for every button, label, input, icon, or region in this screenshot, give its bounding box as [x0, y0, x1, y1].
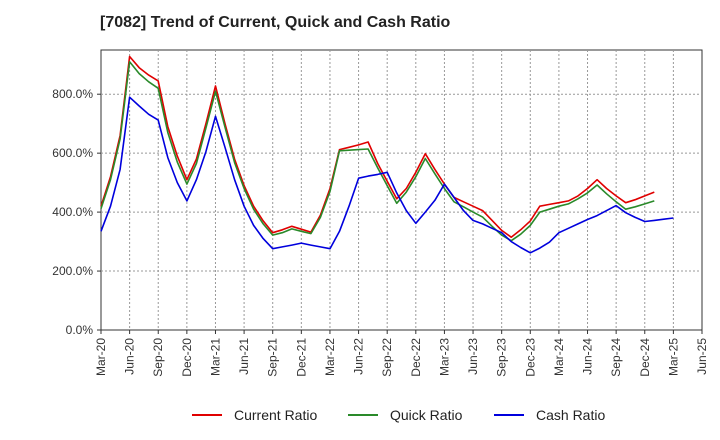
- x-tick-label: Sep-23: [495, 338, 509, 377]
- x-axis: Mar-20 Jun-20 Sep-20 Dec-20 Mar-21 Jun-21 Sep-…: [94, 330, 709, 377]
- x-tick-label: Jun-21: [237, 338, 251, 375]
- y-axis: 0.0% 200.0% 400.0% 600.0% 800.0%: [52, 87, 101, 337]
- x-tick-label: Sep-22: [380, 338, 394, 377]
- x-tick-label: Jun-20: [123, 338, 137, 375]
- x-tick-label: Jun-23: [466, 338, 480, 375]
- x-tick-label: Mar-25: [666, 338, 680, 376]
- x-tick-label: Mar-24: [552, 338, 566, 376]
- series-line-quick-ratio: [100, 60, 655, 242]
- x-tick-label: Dec-23: [523, 338, 537, 377]
- legend: Current Ratio Quick Ratio Cash Ratio: [192, 407, 605, 423]
- x-tick-label: Sep-24: [609, 338, 623, 377]
- chart-title: [7082] Trend of Current, Quick and Cash …: [100, 14, 451, 31]
- grid-lines: [101, 50, 702, 330]
- x-tick-label: Sep-21: [266, 338, 280, 377]
- x-tick-label: Dec-22: [409, 338, 423, 377]
- x-tick-label: Dec-20: [180, 338, 194, 377]
- x-tick-label: Sep-20: [151, 338, 165, 377]
- y-tick-label: 400.0%: [52, 205, 93, 219]
- legend-label: Cash Ratio: [536, 407, 605, 423]
- series-line-cash-ratio: [100, 96, 674, 254]
- x-tick-label: Jun-25: [695, 338, 709, 375]
- x-tick-label: Dec-21: [294, 338, 308, 377]
- legend-label: Quick Ratio: [390, 407, 463, 423]
- legend-label: Current Ratio: [234, 407, 317, 423]
- x-tick-label: Mar-23: [437, 338, 451, 376]
- series-lines: [100, 55, 674, 254]
- plot-area: [100, 49, 703, 331]
- y-tick-label: 0.0%: [66, 323, 94, 337]
- x-tick-label: Mar-21: [208, 338, 222, 376]
- x-tick-label: Mar-22: [323, 338, 337, 376]
- y-tick-label: 600.0%: [52, 146, 93, 160]
- x-tick-label: Mar-20: [94, 338, 108, 376]
- y-tick-label: 200.0%: [52, 264, 93, 278]
- y-tick-label: 800.0%: [52, 87, 93, 101]
- x-tick-label: Jun-24: [581, 338, 595, 375]
- series-line-current-ratio: [100, 55, 655, 238]
- x-tick-label: Jun-22: [352, 338, 366, 375]
- x-tick-label: Dec-24: [638, 338, 652, 377]
